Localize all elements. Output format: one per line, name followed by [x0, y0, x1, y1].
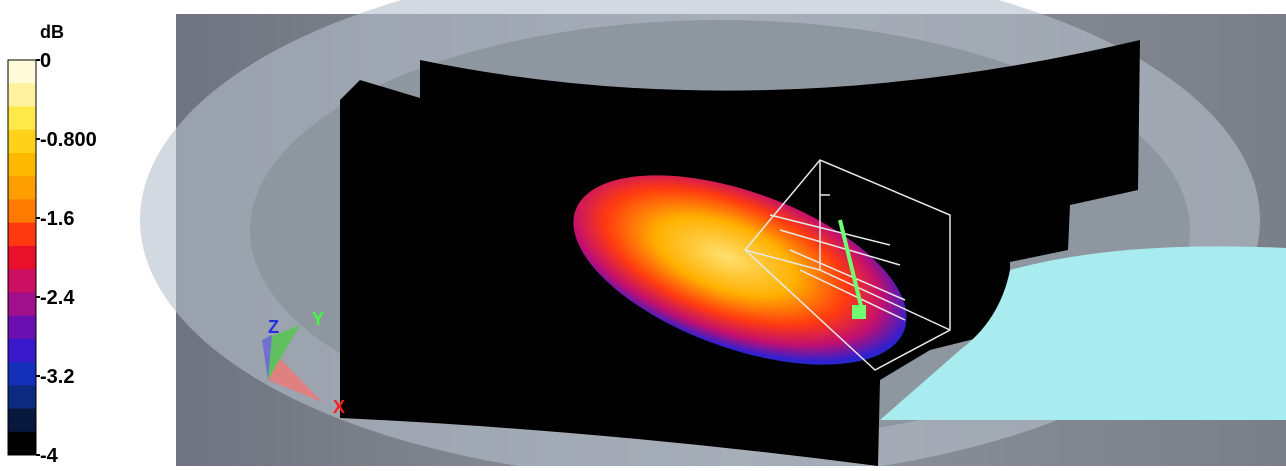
colorbar-frame [7, 59, 37, 456]
tick-label: -2.4 [40, 287, 75, 309]
color-band [8, 176, 36, 200]
color-band [8, 129, 36, 154]
axis-label: Z [268, 317, 279, 337]
color-band [8, 292, 36, 317]
color-band [8, 338, 36, 363]
tick-label: -1.6 [40, 208, 74, 230]
tick-label: -4 [40, 445, 59, 466]
color-band [8, 245, 36, 270]
color-band [8, 362, 36, 386]
color-band [8, 269, 36, 293]
color-band [8, 222, 36, 247]
color-band [8, 199, 36, 224]
axis-label: Y [312, 309, 324, 329]
tick-label: -3.2 [40, 366, 74, 388]
color-band [8, 60, 36, 84]
color-band [8, 106, 36, 131]
color-band [8, 408, 36, 433]
color-band [8, 83, 36, 107]
color-band [8, 385, 36, 410]
axes-triad: Z Y X [262, 309, 345, 417]
tick-label: -0.800 [40, 129, 97, 151]
axis-label: X [333, 397, 345, 417]
color-band [8, 431, 36, 456]
color-band [8, 315, 36, 340]
color-band [8, 152, 36, 177]
tick-label: 0 [40, 50, 51, 72]
color-legend: dB 0 -0.800 -1.6 -2.4 -3.2 -4 [7, 22, 97, 467]
legend-unit: dB [40, 22, 64, 42]
viewport: Z Y X [140, 0, 1286, 471]
